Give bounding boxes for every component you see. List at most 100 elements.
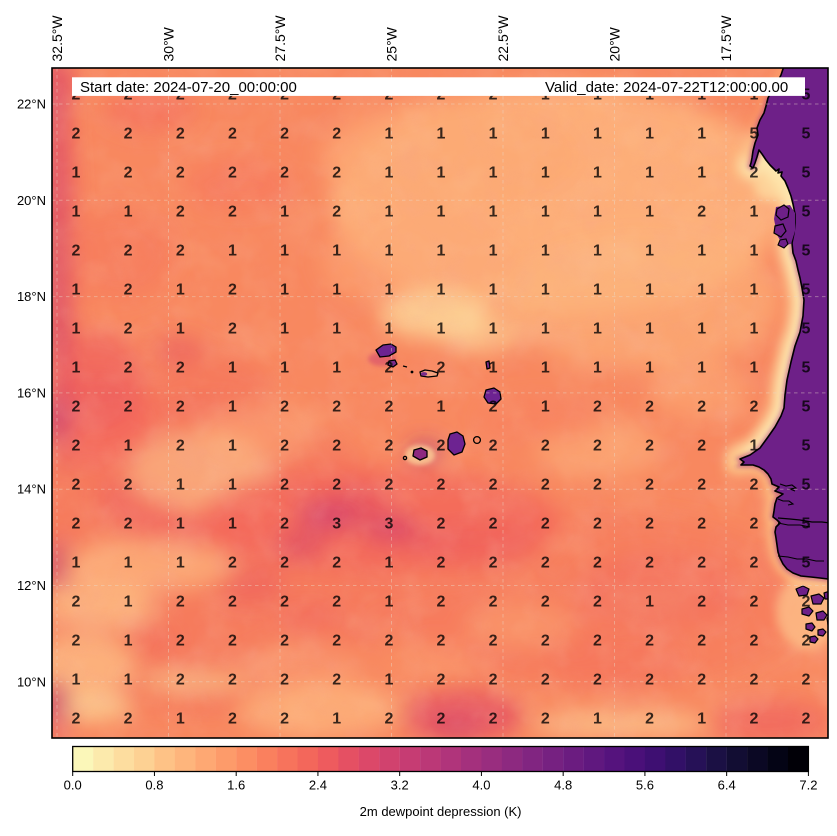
svg-text:2: 2 [280, 594, 289, 611]
svg-text:2: 2 [541, 672, 550, 689]
svg-text:1: 1 [384, 204, 393, 221]
svg-text:1: 1 [228, 243, 237, 260]
svg-text:2: 2 [280, 516, 289, 533]
svg-text:2: 2 [437, 477, 446, 494]
svg-text:1: 1 [541, 126, 550, 143]
svg-text:1: 1 [280, 360, 289, 377]
svg-text:1: 1 [72, 360, 81, 377]
svg-text:2: 2 [541, 555, 550, 572]
svg-text:1: 1 [489, 126, 498, 143]
svg-text:2: 2 [593, 399, 602, 416]
svg-text:2: 2 [697, 672, 706, 689]
svg-text:1: 1 [645, 165, 654, 182]
svg-text:2: 2 [802, 594, 811, 611]
svg-text:2.4: 2.4 [309, 778, 327, 793]
svg-text:2: 2 [489, 594, 498, 611]
svg-text:1: 1 [124, 555, 133, 572]
svg-text:17.5°W: 17.5°W [718, 15, 734, 62]
svg-text:2: 2 [228, 204, 237, 221]
svg-text:1: 1 [697, 321, 706, 338]
svg-text:2: 2 [645, 516, 654, 533]
svg-text:1: 1 [437, 321, 446, 338]
svg-text:1: 1 [176, 555, 185, 572]
svg-text:5: 5 [802, 282, 811, 299]
svg-text:1: 1 [593, 165, 602, 182]
svg-text:1: 1 [384, 165, 393, 182]
svg-text:2: 2 [437, 360, 446, 377]
svg-text:1: 1 [645, 594, 654, 611]
svg-text:1: 1 [645, 126, 654, 143]
svg-text:1: 1 [72, 321, 81, 338]
svg-text:2: 2 [228, 633, 237, 650]
svg-text:1: 1 [489, 204, 498, 221]
svg-text:2: 2 [332, 594, 341, 611]
svg-text:2: 2 [541, 633, 550, 650]
svg-text:1: 1 [749, 438, 758, 455]
svg-text:2: 2 [593, 477, 602, 494]
svg-text:1: 1 [124, 594, 133, 611]
svg-text:1: 1 [593, 126, 602, 143]
svg-text:5: 5 [802, 126, 811, 143]
svg-text:1: 1 [489, 360, 498, 377]
svg-text:2: 2 [124, 516, 133, 533]
svg-text:2: 2 [280, 477, 289, 494]
svg-text:2: 2 [489, 672, 498, 689]
svg-text:1: 1 [749, 243, 758, 260]
svg-text:2: 2 [437, 516, 446, 533]
svg-text:2: 2 [749, 633, 758, 650]
svg-text:1: 1 [280, 282, 289, 299]
svg-text:2: 2 [124, 360, 133, 377]
svg-text:2: 2 [697, 399, 706, 416]
svg-text:2: 2 [749, 711, 758, 728]
svg-text:2: 2 [176, 633, 185, 650]
svg-text:2: 2 [228, 672, 237, 689]
svg-text:1: 1 [541, 399, 550, 416]
svg-text:2: 2 [124, 243, 133, 260]
svg-text:1: 1 [384, 594, 393, 611]
svg-text:2: 2 [176, 360, 185, 377]
svg-text:2: 2 [437, 555, 446, 572]
svg-text:1: 1 [332, 360, 341, 377]
svg-text:22.5°W: 22.5°W [495, 15, 511, 62]
svg-text:2: 2 [332, 555, 341, 572]
svg-text:1: 1 [332, 282, 341, 299]
svg-text:2: 2 [645, 633, 654, 650]
svg-text:Start date: 2024-07-20_00:00:0: Start date: 2024-07-20_00:00:00 [80, 79, 297, 96]
svg-text:2: 2 [332, 204, 341, 221]
svg-text:1: 1 [645, 360, 654, 377]
svg-text:1: 1 [593, 711, 602, 728]
svg-text:2: 2 [72, 633, 81, 650]
svg-text:2: 2 [489, 516, 498, 533]
svg-text:5: 5 [802, 399, 811, 416]
svg-text:2: 2 [489, 555, 498, 572]
svg-text:1: 1 [176, 321, 185, 338]
svg-text:1: 1 [384, 243, 393, 260]
svg-text:1: 1 [541, 282, 550, 299]
svg-text:1: 1 [124, 672, 133, 689]
svg-text:2: 2 [645, 672, 654, 689]
svg-text:2: 2 [437, 672, 446, 689]
svg-text:1: 1 [437, 204, 446, 221]
svg-text:2: 2 [332, 165, 341, 182]
svg-text:2: 2 [593, 672, 602, 689]
svg-text:5: 5 [802, 321, 811, 338]
svg-text:7.2: 7.2 [799, 778, 817, 793]
svg-text:1: 1 [332, 243, 341, 260]
svg-text:27.5°W: 27.5°W [272, 15, 288, 62]
svg-text:1: 1 [697, 360, 706, 377]
svg-text:2: 2 [280, 711, 289, 728]
svg-text:2: 2 [541, 516, 550, 533]
svg-text:2: 2 [489, 633, 498, 650]
svg-text:2: 2 [332, 399, 341, 416]
svg-text:1: 1 [593, 282, 602, 299]
svg-text:16°N: 16°N [17, 385, 46, 400]
svg-text:2: 2 [697, 594, 706, 611]
svg-text:2: 2 [228, 555, 237, 572]
svg-text:1: 1 [384, 282, 393, 299]
svg-text:2: 2 [593, 438, 602, 455]
svg-text:1: 1 [72, 204, 81, 221]
svg-text:2: 2 [593, 555, 602, 572]
svg-text:2: 2 [124, 165, 133, 182]
svg-text:10°N: 10°N [17, 674, 46, 689]
svg-text:1: 1 [697, 165, 706, 182]
